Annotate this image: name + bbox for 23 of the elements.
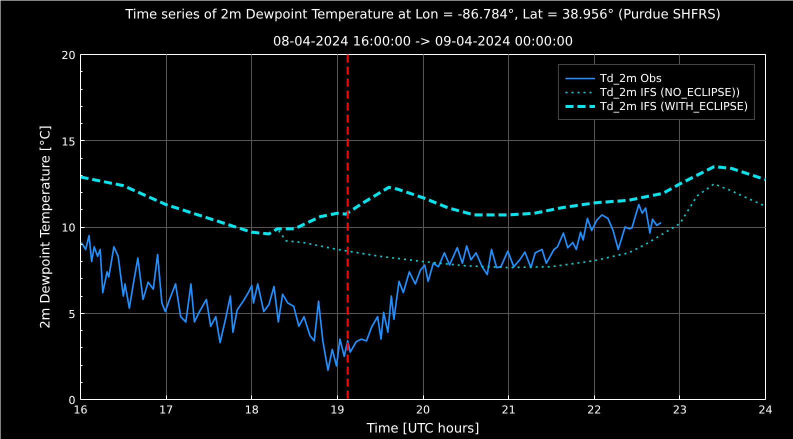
y-tick-label: 0 [68,394,76,407]
y-tick-label: 20 [62,49,76,62]
legend-label: Td_2m Obs [600,71,662,85]
chart-subtitle: 08-04-2024 16:00:00 -> 09-04-2024 00:00:00 [273,34,573,50]
y-tick-label: 15 [62,135,76,148]
y-tick-label: 10 [62,222,76,234]
x-tick-label: 18 [244,404,259,416]
chart-title: Time series of 2m Dewpoint Temperature at Lon = -86.784°, Lat = 38.956° (Purdue SHFRS) [124,8,721,22]
line-series [80,204,662,371]
x-tick-label: 20 [416,404,430,416]
line-series [80,165,766,236]
x-tick-label: 22 [587,404,602,416]
legend-label: Td_2m IFS (WITH_ECLIPSE) [600,99,748,113]
x-tick-label: 21 [502,404,516,416]
x-tick-label: 23 [672,404,687,416]
legend-label: Td_2m IFS (NO_ECLIPSE)) [600,85,740,99]
x-tick-label: 24 [758,404,772,416]
x-tick-label: 19 [330,404,344,416]
y-axis-title: 2m Dewpoint Temperature [°C] [38,125,54,329]
x-tick-label: 16 [74,404,88,416]
x-tick-label: 17 [159,404,174,416]
x-axis-title: Time [UTC hours] [366,422,480,436]
y-tick-label: 5 [68,308,76,321]
